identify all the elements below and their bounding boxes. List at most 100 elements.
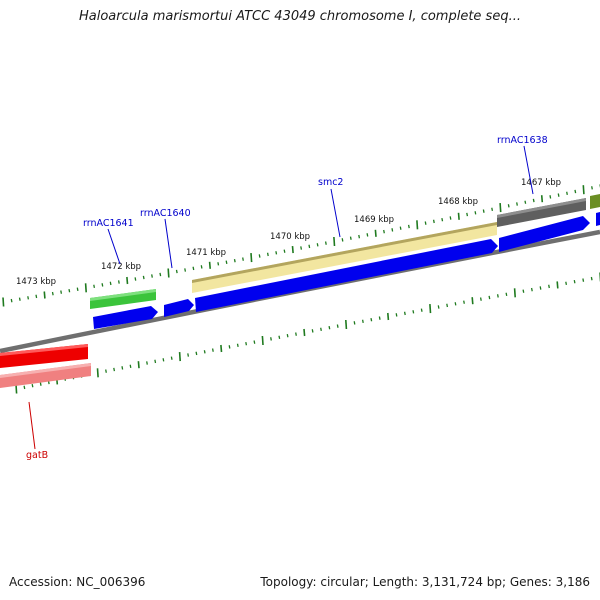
cds-reverse-gatB[interactable] — [0, 344, 88, 368]
outer-tick-39 — [324, 241, 327, 245]
feature-olive[interactable] — [590, 194, 600, 209]
inner-tick-43 — [370, 317, 373, 322]
outer-ticks — [2, 184, 600, 307]
outer-tick-47 — [391, 228, 394, 232]
map-title: Haloarcula marismortui ATCC 43049 chromo… — [79, 9, 521, 24]
callout-line-gatB — [28, 401, 36, 450]
inner-tick-68 — [582, 278, 585, 282]
inner-tick-22 — [195, 351, 198, 356]
outer-tick-7 — [60, 290, 63, 294]
inner-tick-40 — [345, 319, 348, 330]
outer-tick-60 — [499, 203, 502, 213]
inner-tick-67 — [573, 279, 576, 284]
inner-tick-16 — [146, 361, 148, 365]
gene-label-rrnAC1640[interactable]: rrnAC1640 — [140, 208, 191, 219]
inner-tick-27 — [236, 343, 239, 348]
inner-tick-3 — [39, 382, 42, 386]
outer-tick-10 — [84, 283, 87, 293]
outer-tick-9 — [76, 287, 79, 292]
gene-label-rrnAC1641[interactable]: rrnAC1641 — [83, 218, 134, 229]
inner-tick-69 — [590, 276, 593, 281]
inner-tick-18 — [162, 358, 165, 362]
outer-tick-0 — [2, 297, 5, 307]
outer-tick-25 — [208, 261, 211, 269]
outer-tick-58 — [482, 209, 485, 213]
cds-reverse-gatB-highlight — [0, 344, 88, 356]
cds-forward-2[interactable] — [164, 299, 194, 317]
outer-tick-11 — [93, 284, 96, 289]
inner-tick-25 — [220, 344, 223, 353]
outer-tick-30 — [250, 253, 253, 263]
outer-tick-57 — [474, 211, 477, 215]
inner-tick-49 — [420, 308, 423, 312]
gene-label-gatB[interactable]: gatB — [26, 450, 48, 461]
outer-tick-5 — [43, 291, 46, 299]
outer-tick-27 — [225, 260, 228, 265]
outer-tick-44 — [366, 233, 369, 237]
inner-tick-54 — [463, 300, 465, 304]
feature-pink[interactable] — [0, 363, 91, 388]
inner-tick-29 — [253, 340, 256, 344]
outer-tick-26 — [217, 262, 220, 266]
gene-label-rrnAC1638[interactable]: rrnAC1638 — [497, 135, 548, 146]
tick-label-1467: 1467 kbp — [521, 178, 561, 188]
outer-tick-1 — [10, 298, 13, 303]
inner-tick-0 — [15, 384, 18, 394]
forward-cds-track — [93, 212, 600, 329]
cds-forward-4[interactable] — [499, 216, 590, 252]
outer-tick-22 — [184, 268, 187, 272]
inner-tick-47 — [403, 311, 406, 316]
cds-forward-smc2[interactable] — [195, 239, 498, 312]
inner-tick-32 — [278, 335, 281, 340]
outer-tick-71 — [591, 186, 593, 190]
outer-tick-18 — [151, 274, 153, 278]
outer-tick-65 — [540, 195, 544, 203]
feature-gray-highlight — [497, 198, 586, 218]
inner-tick-59 — [505, 292, 508, 297]
outer-tick-21 — [175, 269, 178, 274]
outer-tick-29 — [242, 257, 244, 261]
cds-forward-5[interactable] — [596, 212, 600, 226]
inner-tick-57 — [488, 295, 491, 300]
outer-tick-2 — [18, 297, 21, 301]
inner-tick-10 — [96, 368, 99, 378]
cds-forward-1[interactable] — [93, 306, 158, 329]
inner-tick-31 — [270, 337, 272, 341]
outer-tick-12 — [101, 283, 104, 287]
inner-tick-20 — [178, 352, 181, 362]
gene-label-smc2[interactable]: smc2 — [318, 177, 343, 188]
inner-tick-34 — [295, 332, 297, 336]
outer-tick-51 — [424, 221, 427, 225]
tick-label-1473: 1473 kbp — [16, 277, 56, 287]
callout-line-rrnAC1641 — [107, 228, 121, 265]
inner-tick-48 — [412, 310, 415, 314]
feature-smc2-edge — [192, 222, 497, 283]
outer-tick-15 — [126, 276, 129, 285]
outer-tick-6 — [51, 291, 54, 296]
inner-tick-24 — [211, 348, 214, 352]
inner-tick-51 — [437, 305, 440, 309]
outer-tick-ring: 1473 kbp 1472 kbp 1471 kbp 1470 kbp 1469… — [2, 178, 600, 307]
feature-pink-highlight — [0, 363, 91, 378]
inner-tick-26 — [228, 345, 231, 349]
outer-tick-59 — [491, 207, 494, 212]
callout-line-rrnAC1640 — [164, 218, 173, 269]
inner-tick-39 — [336, 324, 339, 328]
outer-tick-46 — [383, 229, 385, 234]
inner-tick-12 — [113, 367, 116, 372]
outer-tick-14 — [117, 280, 120, 284]
backbone-ring — [0, 229, 600, 354]
outer-tick-45 — [374, 229, 377, 237]
reverse-cds-track — [0, 344, 91, 388]
outer-tick-49 — [407, 224, 410, 229]
outer-tick-34 — [283, 249, 286, 253]
inner-tick-19 — [170, 356, 173, 360]
inner-tick-61 — [522, 289, 525, 293]
feature-smc2[interactable] — [192, 222, 497, 293]
inner-tick-58 — [496, 294, 499, 298]
tick-label-1469: 1469 kbp — [354, 215, 394, 225]
inner-tick-15 — [137, 361, 140, 369]
outer-tick-19 — [159, 272, 162, 277]
outer-tick-61 — [507, 204, 510, 208]
